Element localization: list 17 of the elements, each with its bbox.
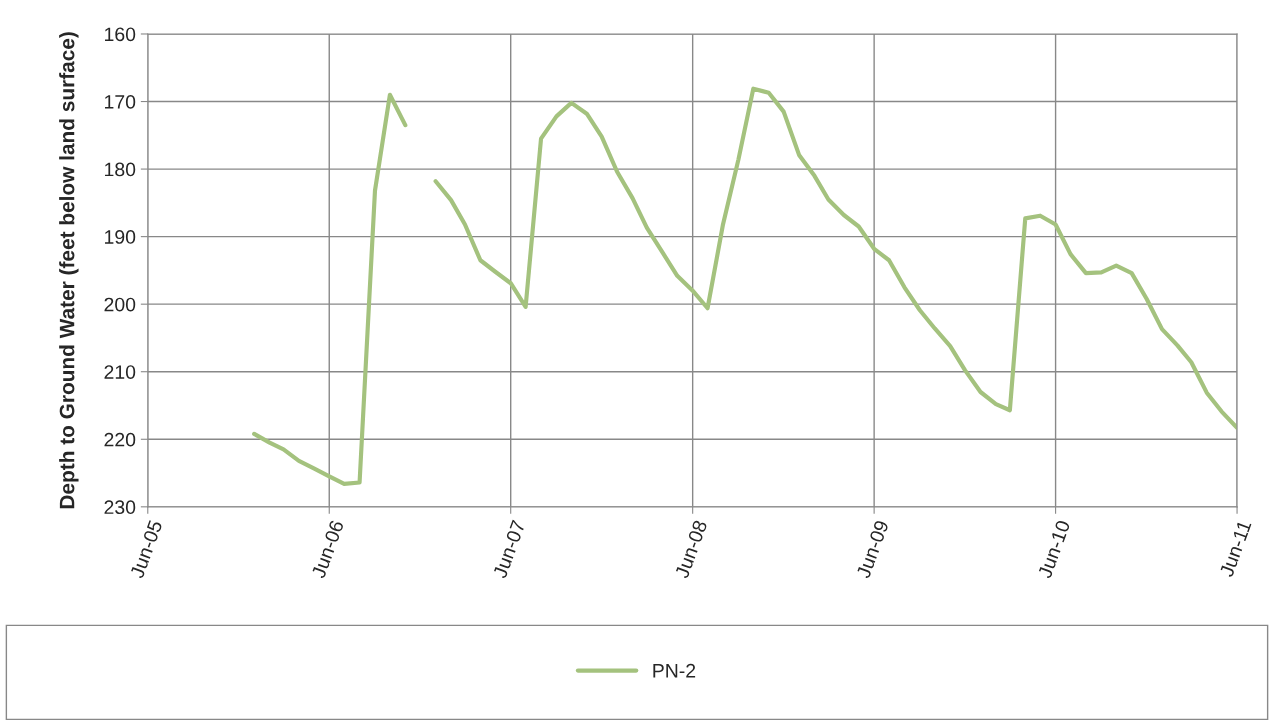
y-tick-label: 200: [104, 297, 136, 312]
y-tick-label: 160: [105, 27, 136, 42]
y-tick-label: 210: [104, 365, 136, 379]
legend-label: PN-2: [653, 663, 696, 678]
x-tick-label: Jun-06: [311, 519, 345, 580]
x-tick-label: Jun-11: [1219, 519, 1252, 578]
x-tick-label: Jun-07: [492, 519, 526, 580]
x-tick-label: Jun-05: [129, 519, 163, 580]
x-tick-label: Jun-09: [856, 519, 889, 580]
y-tick-label: 180: [105, 162, 136, 177]
y-tick-label: 170: [105, 95, 136, 109]
x-tick-label: Jun-10: [1037, 519, 1071, 580]
y-axis-title: Depth to Ground Water (feet below land surface): [59, 32, 79, 509]
y-tick-label: 220: [104, 432, 136, 447]
y-tick-label: 230: [104, 500, 136, 515]
y-tick-label: 190: [105, 230, 136, 244]
x-tick-label: Jun-08: [674, 519, 708, 580]
